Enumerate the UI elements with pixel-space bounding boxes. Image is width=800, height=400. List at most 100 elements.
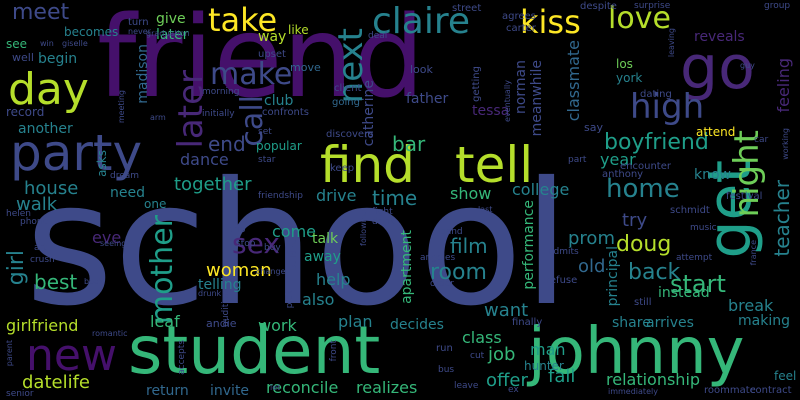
word-prom: prom	[568, 228, 615, 249]
word-way: way	[258, 29, 287, 45]
word-time: time	[372, 186, 418, 210]
word-end: end	[208, 132, 246, 156]
word-los: los	[616, 57, 633, 71]
word-classmate: classmate	[564, 40, 583, 122]
word-plan: plan	[338, 312, 373, 331]
word-house: house	[24, 178, 79, 199]
word-look: look	[410, 63, 433, 76]
word-girlfriend: girlfriend	[6, 316, 79, 335]
word-turn: turn	[128, 17, 149, 28]
word-well: well	[12, 51, 34, 64]
word-romantic: romantic	[92, 329, 128, 338]
word-keep: keep	[330, 163, 355, 174]
word-bus: bus	[438, 365, 455, 375]
word-film: film	[450, 234, 488, 258]
word-year: year	[600, 150, 636, 169]
word-becomes: becomes	[64, 25, 119, 39]
word-still: still	[634, 297, 652, 308]
word-drink: drink	[372, 217, 395, 227]
word-star: star	[258, 155, 276, 165]
word-client: client	[334, 83, 362, 94]
word-mother: mother	[145, 215, 180, 325]
word-student: student	[128, 312, 381, 389]
word-best: best	[34, 270, 78, 294]
word-set: set	[258, 127, 272, 137]
word-surprise: surprise	[634, 1, 671, 11]
word-return: return	[146, 383, 189, 399]
word-angeles: angeles	[420, 253, 456, 263]
word-principal: principal	[605, 246, 621, 307]
word-admits: admits	[548, 247, 579, 257]
word-break: break	[728, 296, 774, 315]
word-meet: meet	[12, 0, 70, 25]
word-man: man	[530, 340, 566, 359]
word-doug: doug	[616, 232, 672, 257]
word-finally: finally	[512, 317, 543, 328]
word-high: high	[630, 87, 705, 127]
word-want: want	[484, 300, 529, 321]
word-part: part	[568, 155, 587, 165]
word-school: school	[25, 146, 571, 344]
word-class: class	[462, 328, 502, 347]
word-know: know	[694, 167, 731, 183]
word-eventually: eventually	[503, 80, 512, 122]
word-festival: festival	[726, 191, 763, 202]
word-popular: popular	[256, 139, 302, 153]
word-like: like	[288, 23, 309, 37]
word-schmidt: schmidt	[670, 205, 710, 216]
word-offer: offer	[486, 370, 528, 391]
word-father: father	[406, 91, 449, 107]
word-realizes: realizes	[356, 378, 418, 397]
word-norman: norman	[513, 60, 529, 115]
word-book: book	[84, 277, 104, 286]
word-back: back	[628, 260, 681, 285]
word-another: another	[18, 121, 73, 137]
word-reconcile: reconcile	[266, 378, 339, 397]
word-tessa: tessa	[472, 103, 510, 119]
word-tell: tell	[455, 136, 534, 194]
word-change: change	[256, 267, 286, 276]
word-teacher: teacher	[770, 180, 794, 257]
word-help: help	[316, 270, 351, 289]
word-graduation: graduation	[146, 29, 190, 38]
word-confronts: confronts	[262, 107, 309, 118]
word-meeting: meeting	[117, 90, 126, 124]
word-apartment: apartment	[399, 230, 415, 304]
word-datelife: datelife	[22, 372, 91, 393]
word-york: york	[616, 71, 643, 85]
word-instead: instead	[658, 285, 710, 301]
word-last: last	[478, 205, 493, 214]
word-leaf: leaf	[150, 312, 180, 331]
word-friendship: friendship	[258, 191, 303, 201]
word-encounter: encounter	[620, 161, 671, 172]
word-upset: upset	[258, 49, 286, 60]
word-new: new	[26, 330, 117, 381]
word-agrees: agrees	[502, 11, 536, 22]
word-say: say	[584, 121, 603, 134]
word-together: together	[174, 174, 252, 195]
word-love: love	[608, 1, 671, 36]
word-arrives: arrives	[646, 315, 694, 331]
word-need: need	[110, 185, 145, 201]
word-france: france	[749, 240, 758, 266]
word-madison: madison	[135, 44, 151, 104]
word-crush: crush	[30, 255, 55, 265]
word-show: show	[450, 184, 492, 203]
word-record: record	[6, 105, 45, 119]
word-leaving: leaving	[667, 28, 676, 58]
word-sex: sex	[232, 227, 280, 260]
word-anthony: anthony	[602, 169, 644, 180]
word-reveals: reveals	[694, 29, 745, 45]
word-phone: phone	[20, 217, 49, 227]
word-deal: deal	[368, 31, 388, 41]
word-room: room	[430, 260, 487, 285]
word-girl: girl	[4, 250, 29, 286]
word-dance: dance	[180, 150, 229, 169]
word-party: party	[10, 124, 143, 182]
word-day: day	[8, 64, 89, 115]
word-going: going	[332, 97, 360, 108]
word-getting: getting	[471, 66, 482, 102]
word-carter: carter	[506, 23, 536, 34]
word-take: take	[208, 1, 278, 39]
